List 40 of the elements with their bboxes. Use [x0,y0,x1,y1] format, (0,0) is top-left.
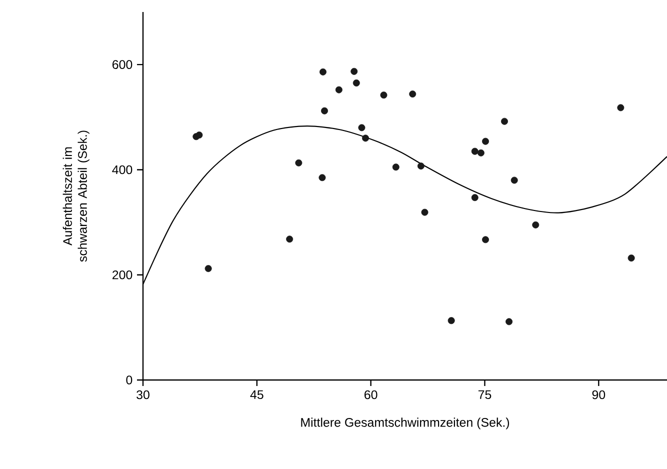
point [628,254,635,262]
point [448,317,455,324]
point [532,221,540,228]
x-tick-label: 60 [364,390,378,400]
point [417,162,424,170]
x-tick-label: 45 [250,390,264,400]
point [320,68,326,76]
y-tick-label: 400 [112,165,132,174]
y-tick-label: 200 [112,270,132,280]
point [352,79,360,86]
point [318,174,326,182]
point [409,90,416,98]
point [482,138,489,145]
point [482,236,489,244]
point [362,134,369,142]
point [477,149,484,156]
x-tick-label: 90 [592,390,606,400]
point [204,265,212,272]
point [471,194,478,202]
y-axis-title: Aufenthaltszeit im schwarzen Abteil (Sek.) [62,130,90,262]
point [380,92,388,99]
point [350,68,358,75]
x-tick-label: 30 [136,390,150,400]
point [471,148,478,155]
point [501,118,508,125]
y-tick-label: 0 [126,376,132,384]
x-axis-title: Mittlere Gesamtschwimmzeiten (Sek.) [301,418,510,430]
point [196,132,203,139]
point [335,86,342,94]
point [358,124,366,132]
x-tick-label: 75 [478,390,492,400]
point [421,208,428,216]
point [286,236,294,243]
point [510,176,518,184]
point [392,164,400,171]
point [321,107,328,114]
y-tick-label: 600 [112,60,132,69]
point [295,159,302,166]
point [617,104,624,112]
point [506,318,513,326]
